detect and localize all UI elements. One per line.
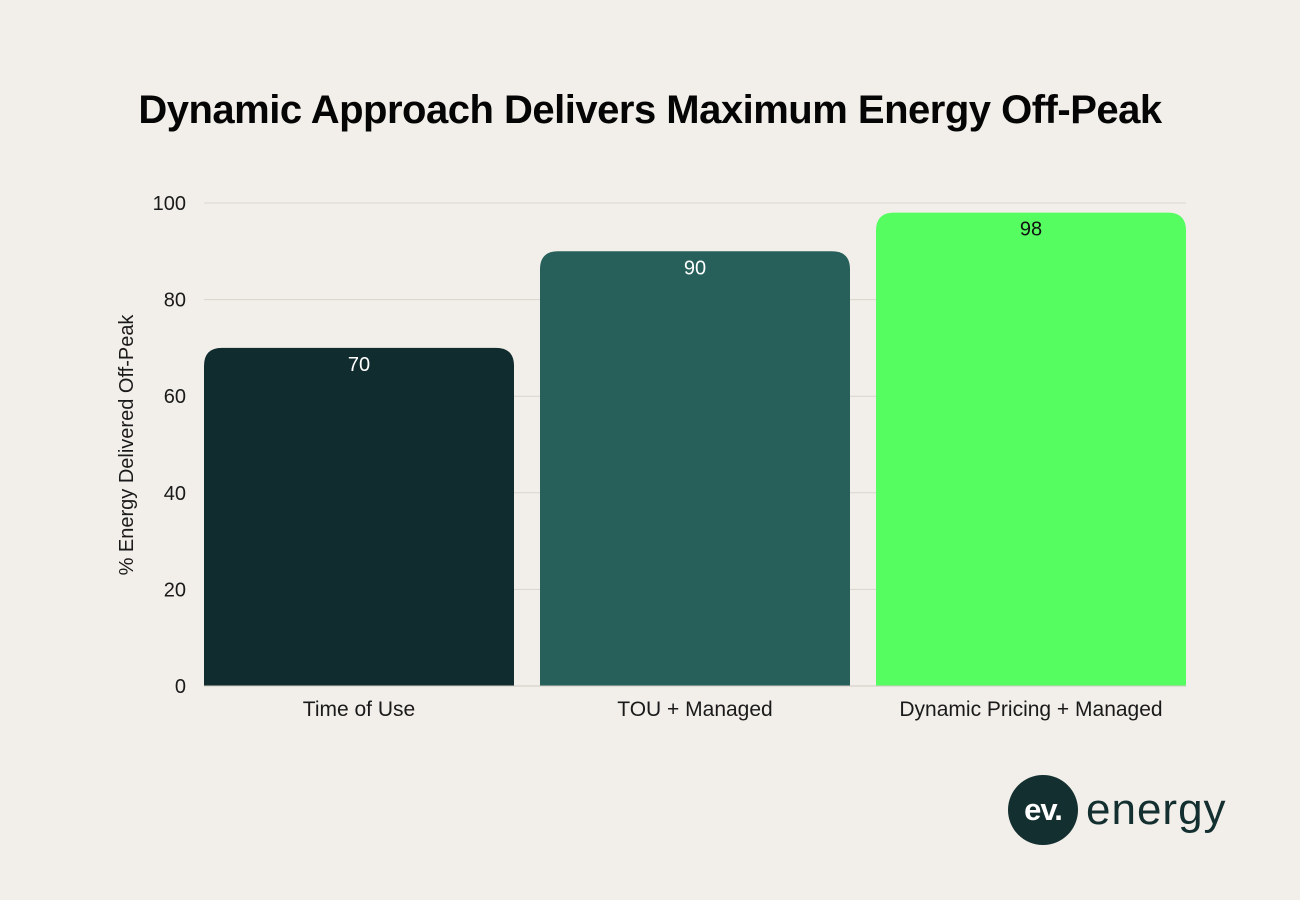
category-label: Dynamic Pricing + Managed [899, 698, 1162, 721]
category-label: TOU + Managed [617, 698, 772, 721]
brand-mark: ev. [1008, 775, 1078, 845]
value-labels: 70 90 98 [348, 219, 1042, 376]
y-tick-label: 40 [164, 483, 186, 505]
bars [204, 212, 1186, 687]
category-labels: Time of Use TOU + Managed Dynamic Pricing … [303, 698, 1163, 721]
bar-2 [540, 251, 850, 687]
y-tick-label: 100 [153, 193, 186, 215]
value-label: 98 [1020, 219, 1042, 241]
bar-chart: 0 20 40 60 80 100 70 90 98 Time of Use TOU + Man… [116, 193, 1186, 721]
bar-3 [876, 212, 1186, 686]
brand-wordmark: energy [1086, 785, 1227, 834]
y-axis-label: % Energy Delivered Off-Peak [116, 314, 138, 576]
value-label: 90 [684, 257, 706, 279]
y-tick-labels: 0 20 40 60 80 100 [153, 193, 186, 698]
bar-1 [204, 347, 514, 686]
brand-logo: ev. energy [1008, 775, 1227, 845]
y-tick-label: 80 [164, 290, 186, 312]
y-tick-label: 60 [164, 386, 186, 408]
y-tick-label: 0 [175, 676, 186, 698]
chart-title: Dynamic Approach Delivers Maximum Energy… [138, 88, 1162, 132]
category-label: Time of Use [303, 698, 415, 721]
value-label: 70 [348, 354, 370, 376]
y-tick-label: 20 [164, 579, 186, 601]
